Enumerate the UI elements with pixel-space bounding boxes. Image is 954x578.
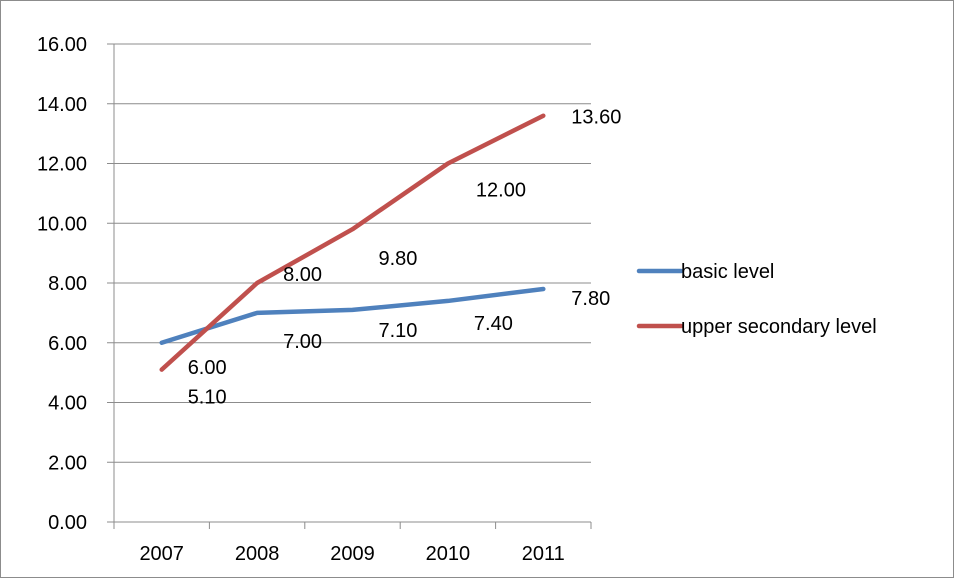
y-tick-label: 16.00 [37, 34, 87, 56]
series-line-basic-level [159, 286, 546, 345]
data-label: 9.80 [379, 248, 418, 270]
x-tick-label: 2007 [139, 543, 184, 565]
data-label: 13.60 [571, 107, 621, 129]
data-label: 6.00 [188, 357, 227, 379]
x-tick-label: 2010 [426, 543, 471, 565]
data-label: 7.10 [379, 320, 418, 342]
y-tick-label: 8.00 [48, 273, 87, 295]
series-lines [159, 113, 546, 372]
gridlines [114, 43, 591, 463]
legend-label: upper secondary level [681, 316, 877, 338]
axes: 0.00 2.00 4.00 6.00 8.00 10.00 12.00 14.00 16.00… [37, 34, 592, 565]
data-label: 5.10 [188, 387, 227, 409]
legend: basic level upper secondary level [636, 261, 877, 338]
y-tick-label: 2.00 [48, 452, 87, 474]
data-label: 7.40 [474, 313, 513, 335]
x-tick-label: 2009 [330, 543, 375, 565]
data-label: 12.00 [476, 180, 526, 202]
data-label: 7.00 [283, 331, 322, 353]
x-tick-label: 2008 [235, 543, 280, 565]
y-tick-label: 12.00 [37, 154, 87, 176]
legend-label: basic level [681, 261, 774, 283]
x-tick-label: 2011 [522, 543, 565, 565]
data-label: 8.00 [283, 264, 322, 286]
data-labels: 6.00 7.00 7.10 7.40 7.80 5.10 8.00 9.80 12.00 13.… [188, 107, 622, 409]
y-tick-label: 10.00 [37, 213, 87, 235]
y-tick-label: 0.00 [48, 512, 87, 534]
y-tick-label: 6.00 [48, 333, 87, 355]
data-label: 7.80 [571, 288, 610, 310]
series-line-upper-secondary-level [159, 113, 546, 372]
y-tick-label: 14.00 [37, 94, 87, 116]
y-tick-label: 4.00 [48, 393, 87, 415]
